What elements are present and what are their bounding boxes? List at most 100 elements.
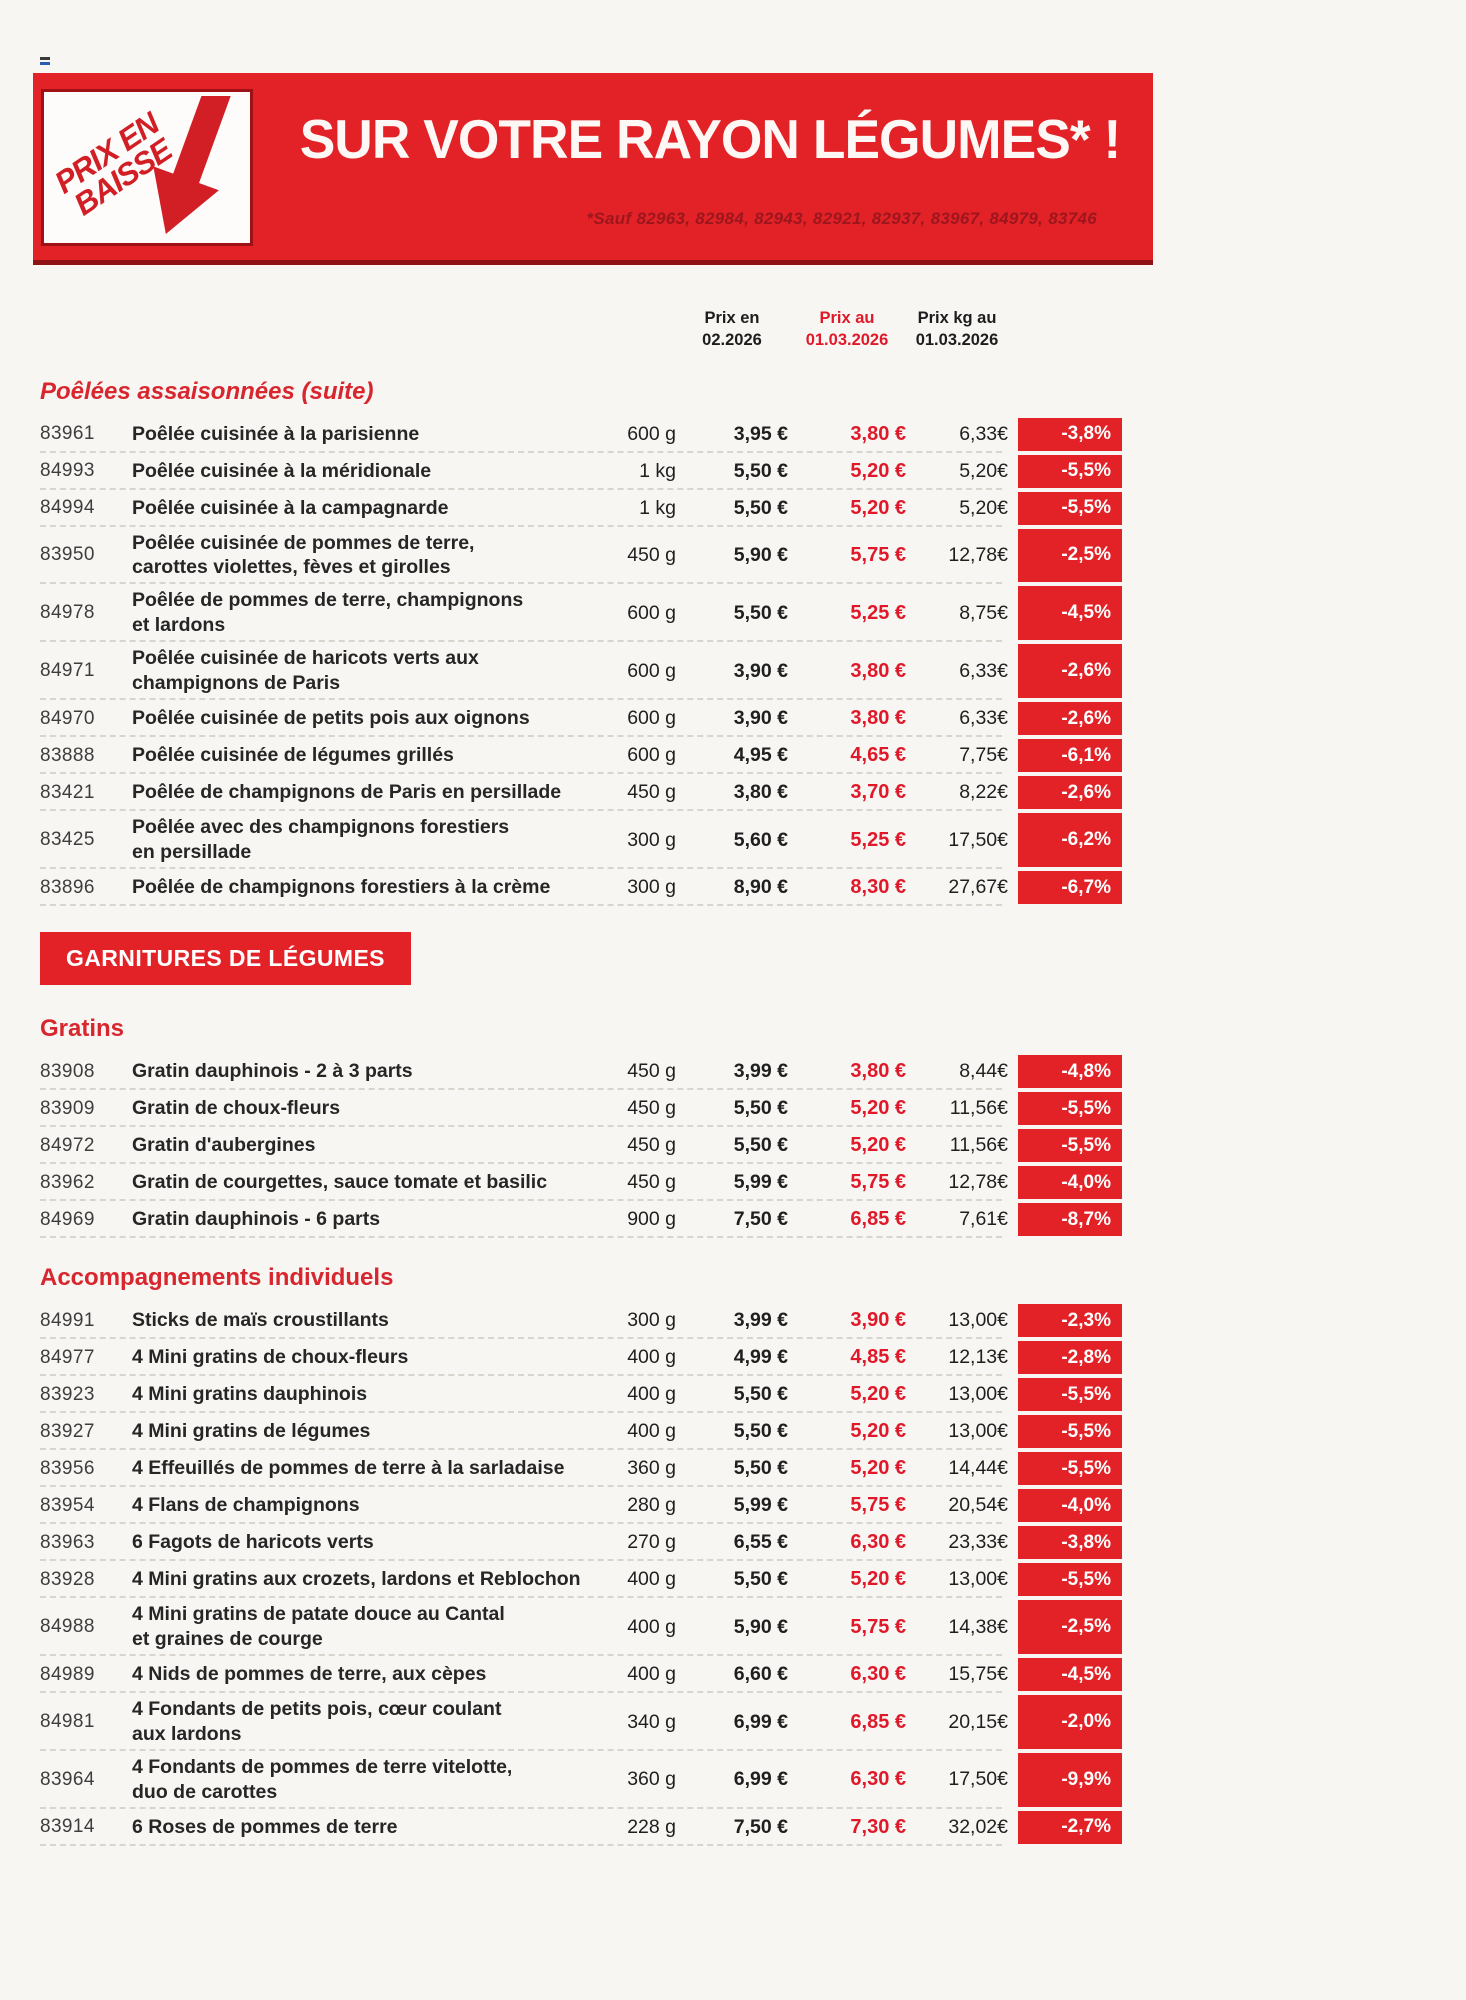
product-weight: 600 g <box>627 744 676 767</box>
discount-percent: -6,1% <box>1018 739 1122 773</box>
product-name: Poêlée de champignons forestiers à la cr… <box>132 876 551 899</box>
discount-badge: -6,1% <box>1008 737 1122 774</box>
discount-percent: -4,0% <box>1018 1166 1122 1200</box>
discount-percent: -3,8% <box>1018 417 1122 451</box>
discount-badge: -2,5% <box>1008 527 1122 585</box>
old-price: 5,50 € <box>733 1457 788 1480</box>
product-weight: 400 g <box>627 1615 676 1638</box>
product-name: 4 Effeuillés de pommes de terre à la sar… <box>132 1457 565 1480</box>
product-weight: 1 kg <box>639 496 676 519</box>
product-name: Gratin de choux-fleurs <box>132 1097 341 1120</box>
price-per-kg: 8,22€ <box>959 781 1008 804</box>
discount-badge: -2,6% <box>1008 774 1122 811</box>
product-weight: 228 g <box>627 1815 676 1838</box>
table-row: 84993 Poêlée cuisinée à la méridionale 1… <box>40 453 1122 490</box>
product-name: 4 Mini gratins dauphinois <box>132 1383 368 1406</box>
product-weight: 1 kg <box>639 459 676 482</box>
discount-badge: -5,5% <box>1008 1376 1122 1413</box>
table-row: 84988 4 Mini gratins de patate douce au … <box>40 1598 1122 1656</box>
price-per-kg: 8,75€ <box>959 601 1008 624</box>
product-name: Poêlée cuisinée de petits pois aux oigno… <box>132 707 530 730</box>
discount-badge: -6,2% <box>1008 811 1122 869</box>
table-row: 83909 Gratin de choux-fleurs 450 g 5,50 … <box>40 1090 1122 1128</box>
product-code: 83909 <box>40 1097 95 1119</box>
product-code: 83888 <box>40 744 95 766</box>
discount-percent: -5,5% <box>1018 1092 1122 1126</box>
product-name: Poêlée cuisinée de légumes grillés <box>132 744 454 767</box>
table-row: 84978 Poêlée de pommes de terre, champig… <box>40 584 1122 643</box>
discount-percent: -5,5% <box>1018 1378 1122 1412</box>
product-code: 83896 <box>40 876 95 898</box>
product-code: 84994 <box>40 497 95 519</box>
product-code: 83923 <box>40 1383 95 1405</box>
discount-badge: -6,7% <box>1008 869 1122 906</box>
product-name: Poêlée cuisinée à la campagnarde <box>132 496 449 519</box>
product-name: 4 Fondants de pommes de terre vitelotte,… <box>132 1755 513 1803</box>
table-row: 84981 4 Fondants de petits pois, cœur co… <box>40 1693 1122 1751</box>
product-weight: 600 g <box>627 707 676 730</box>
price-per-kg: 12,78€ <box>948 1171 1008 1194</box>
price-per-kg: 20,54€ <box>948 1494 1008 1517</box>
old-price: 6,99 € <box>733 1768 788 1791</box>
col-header-new-price: Prix au 01.03.2026 <box>805 309 889 349</box>
table-row: 83896 Poêlée de champignons forestiers à… <box>40 869 1122 907</box>
discount-badge: -2,0% <box>1008 1693 1122 1751</box>
new-price: 5,20 € <box>850 1568 906 1591</box>
new-price: 8,30 € <box>850 876 906 899</box>
discount-percent: -5,5% <box>1018 491 1122 525</box>
product-weight: 300 g <box>627 1309 676 1332</box>
new-price: 5,75 € <box>850 1615 906 1638</box>
product-name: Poêlée cuisinée à la parisienne <box>132 422 420 445</box>
product-name: 6 Fagots de haricots verts <box>132 1531 374 1554</box>
new-price: 7,30 € <box>850 1815 906 1838</box>
old-price: 4,99 € <box>733 1346 788 1369</box>
old-price: 5,50 € <box>733 459 788 482</box>
product-name: 4 Mini gratins de légumes <box>132 1420 371 1443</box>
new-price: 3,80 € <box>850 659 906 682</box>
column-headers: Prix en 02.2026 Prix au 01.03.2026 Prix … <box>40 308 1122 352</box>
product-code: 83950 <box>40 544 95 566</box>
product-name: 4 Fondants de petits pois, cœur coulant … <box>132 1698 502 1746</box>
table-row: 83914 6 Roses de pommes de terre 228 g 7… <box>40 1809 1122 1846</box>
product-weight: 400 g <box>627 1568 676 1591</box>
discount-percent: -2,7% <box>1018 1810 1122 1844</box>
discount-badge: -4,0% <box>1008 1164 1122 1201</box>
old-price: 7,50 € <box>733 1815 788 1838</box>
product-name: Gratin dauphinois - 2 à 3 parts <box>132 1060 413 1083</box>
product-name: Poêlée de pommes de terre, champignons e… <box>132 589 524 637</box>
discount-badge: -8,7% <box>1008 1201 1122 1238</box>
product-weight: 450 g <box>627 1097 676 1120</box>
new-price: 3,90 € <box>850 1309 906 1332</box>
product-name: 4 Mini gratins de choux-fleurs <box>132 1346 409 1369</box>
old-price: 6,99 € <box>733 1710 788 1733</box>
old-price: 3,99 € <box>733 1309 788 1332</box>
new-price: 5,20 € <box>850 459 906 482</box>
old-price: 5,90 € <box>733 543 788 566</box>
discount-badge: -4,5% <box>1008 1656 1122 1693</box>
product-code: 84978 <box>40 602 95 624</box>
discount-badge: -2,6% <box>1008 700 1122 737</box>
product-name: Sticks de maïs croustillants <box>132 1309 389 1332</box>
product-name: Gratin de courgettes, sauce tomate et ba… <box>132 1171 548 1194</box>
new-price: 6,85 € <box>850 1710 906 1733</box>
product-code: 83928 <box>40 1568 95 1590</box>
discount-percent: -4,5% <box>1018 1658 1122 1692</box>
table-row: 83421 Poêlée de champignons de Paris en … <box>40 774 1122 812</box>
product-weight: 270 g <box>627 1531 676 1554</box>
price-per-kg: 5,20€ <box>959 459 1008 482</box>
price-per-kg: 12,78€ <box>948 543 1008 566</box>
product-name: 4 Nids de pommes de terre, aux cèpes <box>132 1663 487 1686</box>
new-price: 5,75 € <box>850 1171 906 1194</box>
new-price: 5,75 € <box>850 1494 906 1517</box>
price-per-kg: 13,00€ <box>948 1420 1008 1443</box>
price-per-kg: 14,44€ <box>948 1457 1008 1480</box>
price-per-kg: 17,50€ <box>948 1768 1008 1791</box>
old-price: 5,50 € <box>733 1420 788 1443</box>
product-code: 83964 <box>40 1768 95 1790</box>
discount-badge: -2,8% <box>1008 1339 1122 1376</box>
product-name: Poêlée avec des champignons forestiers e… <box>132 816 510 864</box>
product-weight: 450 g <box>627 543 676 566</box>
discount-badge: -5,5% <box>1008 1413 1122 1450</box>
table-row: 84969 Gratin dauphinois - 6 parts 900 g … <box>40 1201 1122 1239</box>
table-row: 83950 Poêlée cuisinée de pommes de terre… <box>40 527 1122 585</box>
